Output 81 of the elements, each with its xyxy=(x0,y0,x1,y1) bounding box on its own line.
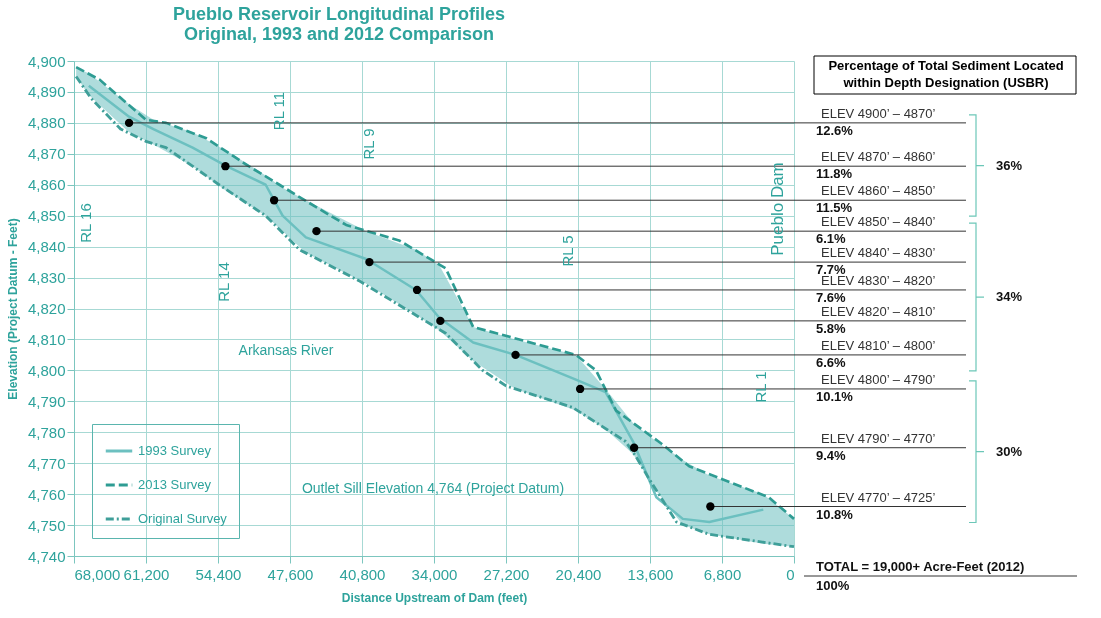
annotation: RL 11 xyxy=(270,91,287,131)
x-tick-label: 47,600 xyxy=(267,565,314,583)
chart-subtitle: Original, 1993 and 2012 Comparison xyxy=(183,24,495,44)
text: 12.6% xyxy=(816,122,854,138)
annotation: RL 9 xyxy=(360,128,377,160)
point xyxy=(511,350,520,360)
x-tick-label: 13,600 xyxy=(627,565,674,583)
text: 10.1% xyxy=(816,388,854,404)
y-tick-label: 4,820 xyxy=(27,300,66,317)
text: 6.6% xyxy=(816,354,847,370)
ref-line-label: ELEV 4800’ – 4790’ xyxy=(821,371,936,387)
x-tick-label: 40,800 xyxy=(339,565,386,583)
text: 11.8% xyxy=(816,166,853,182)
y-tick-label: 4,880 xyxy=(27,114,66,132)
y-tick-label: 4,860 xyxy=(27,176,66,194)
text: Percentage of Total Sediment Located within Depth Designation (USBR) xyxy=(828,58,1064,90)
ref-line-label: ELEV 4810’ – 4800’ xyxy=(821,337,936,353)
annotation: RL 5 xyxy=(559,235,576,267)
point xyxy=(706,502,715,511)
ref-line-label: ELEV 4900’ – 4870’ xyxy=(821,105,936,121)
x-tick-label: 0 xyxy=(786,565,795,583)
point xyxy=(221,162,230,171)
point xyxy=(575,384,585,394)
text: TOTAL = 19,000+ Acre-Feet (2012) xyxy=(816,559,1025,574)
annotation: Pueblo Dam xyxy=(768,162,787,256)
ref-line-label: ELEV 4770’ – 4725’ xyxy=(821,489,936,505)
text: 9.4% xyxy=(816,447,847,463)
text: 11.5% xyxy=(816,200,853,216)
y-tick-label: 4,840 xyxy=(27,238,66,256)
text: 30% xyxy=(995,443,1023,459)
point xyxy=(365,257,374,267)
point xyxy=(629,443,639,452)
y-tick-label: 4,760 xyxy=(27,485,66,503)
ref-line-label: ELEV 4840’ – 4830’ xyxy=(821,245,936,261)
x-axis-title: Distance Upstream of Dam (feet) xyxy=(341,590,528,605)
annotation: RL 14 xyxy=(215,262,232,302)
legend-label: Original Survey xyxy=(138,511,228,526)
ref-line-label: ELEV 4850’ – 4840’ xyxy=(821,214,936,230)
legend-label: 1993 Survey xyxy=(138,443,212,458)
text: 10.8% xyxy=(816,506,854,522)
y-tick-label: 4,740 xyxy=(27,547,66,565)
x-tick-label: 34,000 xyxy=(411,565,458,583)
point xyxy=(269,196,279,205)
legend-label: 2013 Survey xyxy=(138,477,212,492)
point xyxy=(412,285,422,295)
ref-line-label: ELEV 4790’ – 4770’ xyxy=(821,430,936,446)
y-tick-label: 4,800 xyxy=(27,361,66,379)
y-tick-label: 4,900 xyxy=(27,52,66,70)
y-axis-title: Elevation (Project Datum - Feet) xyxy=(5,218,20,400)
annotation: Outlet Sill Elevation 4,764 (Project Datum) xyxy=(301,480,565,496)
x-tick-label: 61,200 xyxy=(123,565,170,583)
y-tick-label: 4,850 xyxy=(27,207,66,225)
y-tick-label: 4,890 xyxy=(27,83,66,101)
point xyxy=(312,226,321,236)
x-tick-label: 6,800 xyxy=(703,565,742,583)
point xyxy=(436,316,445,326)
ref-line-label: ELEV 4820’ – 4810’ xyxy=(821,303,936,319)
y-tick-label: 4,790 xyxy=(27,392,66,410)
text: 5.8% xyxy=(816,320,847,336)
ref-line-label: ELEV 4860’ – 4850’ xyxy=(821,183,936,199)
annotation: RL 1 xyxy=(752,371,769,403)
y-tick-label: 4,770 xyxy=(27,454,66,472)
text: 100% xyxy=(816,578,850,593)
ref-line-label: ELEV 4870’ – 4860’ xyxy=(821,149,936,165)
chart-title: Pueblo Reservoir Longitudinal Profiles xyxy=(172,4,506,24)
y-tick-label: 4,750 xyxy=(27,516,66,534)
annotation: Arkansas River xyxy=(238,342,334,358)
x-tick-label: 68,000 xyxy=(74,565,121,583)
text: 36% xyxy=(995,157,1023,173)
text: 6.1% xyxy=(816,231,847,247)
y-tick-label: 4,830 xyxy=(27,269,66,287)
x-tick-label: 54,400 xyxy=(195,565,242,583)
point xyxy=(124,118,134,128)
x-tick-label: 27,200 xyxy=(483,565,530,583)
y-tick-label: 4,780 xyxy=(27,423,66,441)
x-tick-label: 20,400 xyxy=(555,565,602,583)
text: 7.6% xyxy=(816,289,847,305)
y-tick-label: 4,870 xyxy=(27,145,66,163)
annotation: RL 16 xyxy=(77,203,94,243)
y-tick-label: 4,810 xyxy=(27,330,66,348)
text: 34% xyxy=(995,289,1023,305)
